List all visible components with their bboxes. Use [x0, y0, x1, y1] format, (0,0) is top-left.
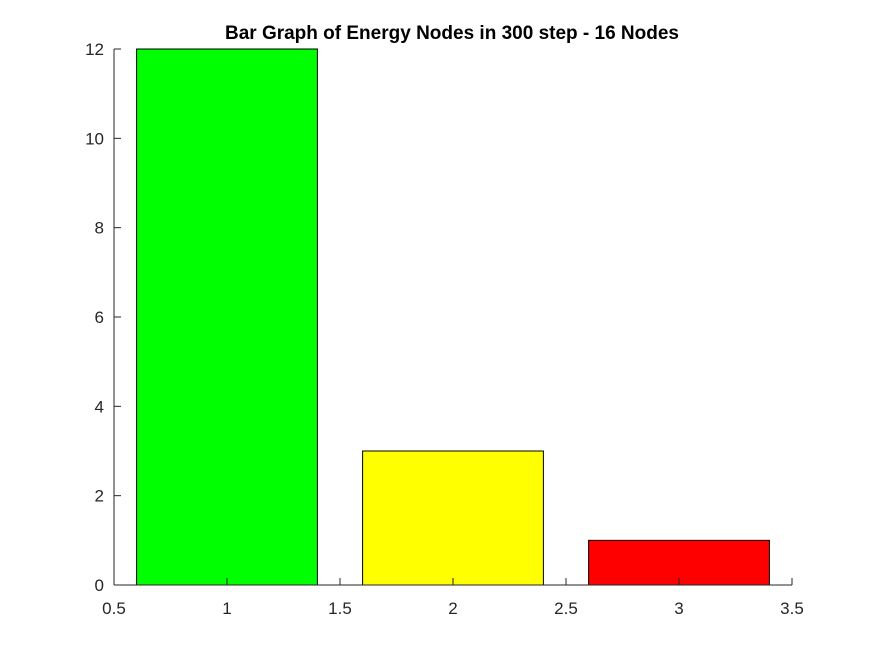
y-tick-label: 10 — [85, 129, 104, 148]
y-tick-label: 6 — [95, 308, 104, 327]
bar-1 — [136, 48, 318, 586]
x-tick-label: 2 — [448, 599, 457, 618]
chart-title: Bar Graph of Energy Nodes in 300 step - … — [225, 23, 679, 44]
bars-layer — [136, 48, 770, 586]
x-tick-label: 3 — [674, 599, 683, 618]
y-tick-label: 8 — [95, 219, 104, 238]
x-tick-label: 3.5 — [780, 599, 804, 618]
y-tick-label: 4 — [95, 397, 104, 416]
bar-3 — [588, 539, 770, 586]
x-tick-label: 1.5 — [328, 599, 352, 618]
y-tick-label: 2 — [95, 487, 104, 506]
x-tick-label: 2.5 — [554, 599, 578, 618]
y-tick-label: 12 — [85, 40, 104, 59]
ticks-layer: 0.5 1 1.5 2 2.5 3 3.5 0 2 4 6 8 10 12 — [85, 40, 804, 618]
x-tick-label: 0.5 — [102, 599, 126, 618]
bar-2 — [362, 450, 544, 586]
y-tick-label: 0 — [95, 576, 104, 595]
x-tick-label: 1 — [222, 599, 231, 618]
